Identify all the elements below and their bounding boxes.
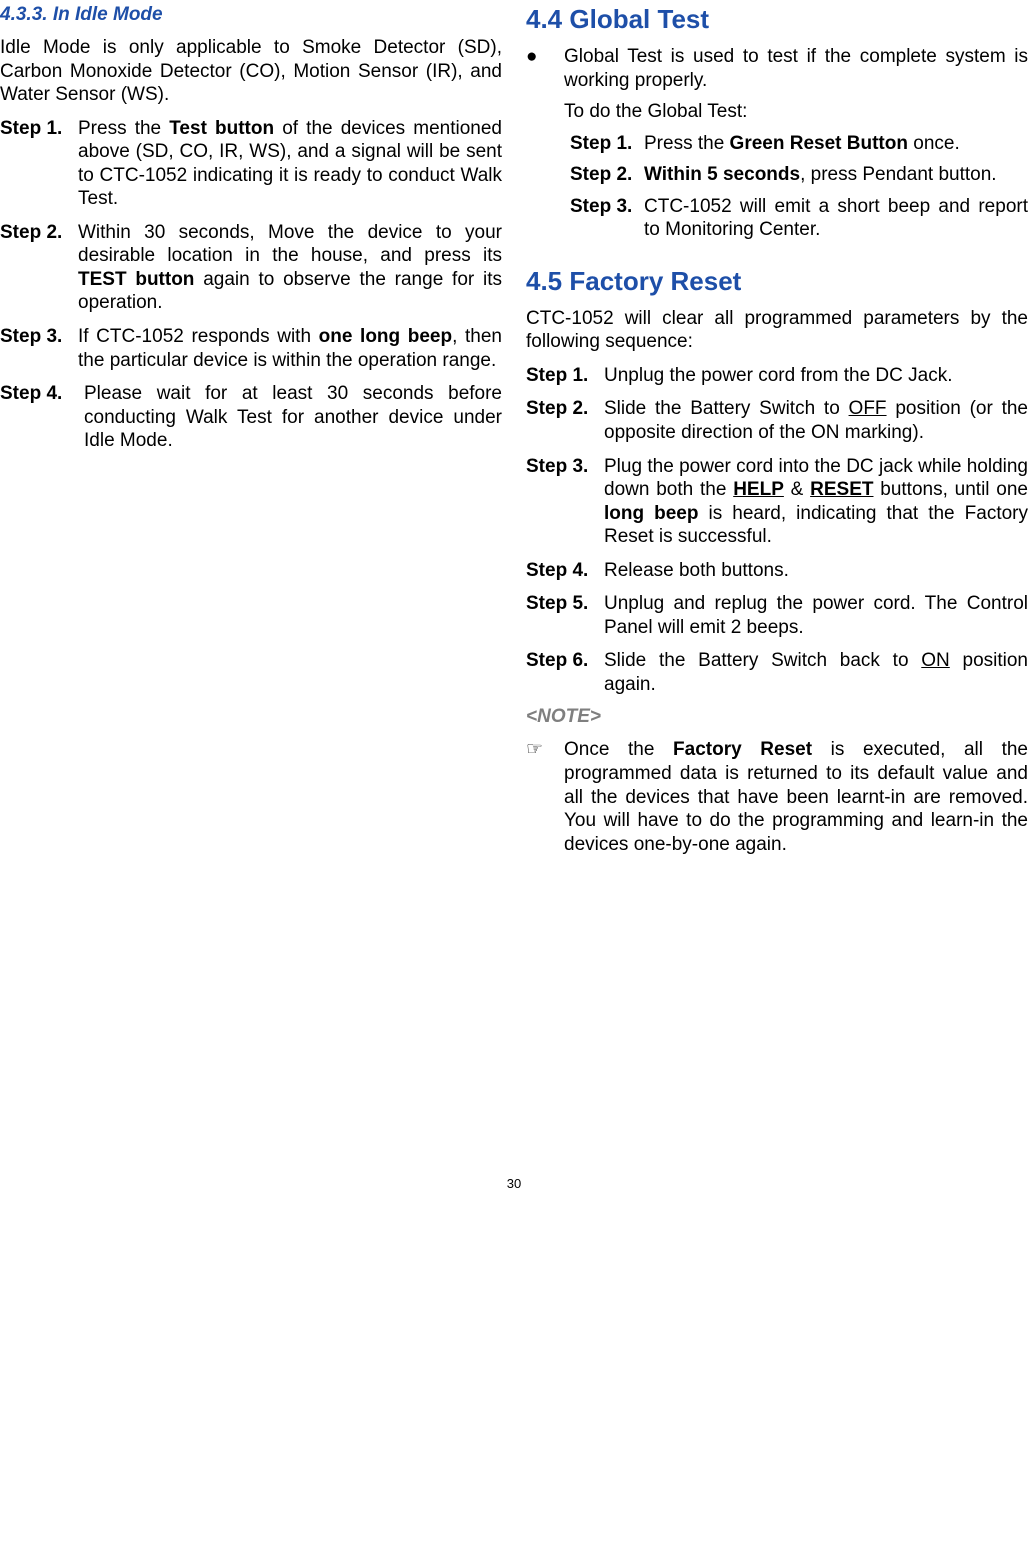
factory-step-6: Step 6. Slide the Battery Switch back to… [526,649,1028,696]
step-body: Slide the Battery Switch back to ON posi… [604,649,1028,696]
global-test-heading: 4.4 Global Test [526,4,1028,35]
step-label: Step 2. [0,221,78,315]
step-body: Release both buttons. [604,559,1028,583]
step-label: Step 4. [0,382,84,453]
idle-step-3: Step 3. If CTC-1052 responds with one lo… [0,325,502,372]
text: Press the [644,133,730,154]
note-item: ☞ Once the Factory Reset is executed, al… [526,738,1028,856]
bold-text: TEST button [78,269,194,290]
step-body: Within 30 seconds, Move the device to yo… [78,221,502,315]
text: Within 30 seconds, Move the device to yo… [78,222,502,267]
step-label: Step 5. [526,592,604,639]
text: once. [908,133,960,154]
step-label: Step 2. [570,163,644,187]
note-body: Once the Factory Reset is executed, all … [564,738,1028,856]
text: If CTC-1052 responds with [78,326,319,347]
step-label: Step 4. [526,559,604,583]
text: , press Pendant button. [800,164,996,185]
global-test-bullet: ● Global Test is used to test if the com… [526,45,1028,250]
factory-step-3: Step 3. Plug the power cord into the DC … [526,455,1028,549]
bold-text: one long beep [319,326,452,347]
global-step-2: Step 2. Within 5 seconds, press Pendant … [570,163,1028,187]
text: Slide the Battery Switch to [604,398,849,419]
bold-text: Within 5 seconds [644,164,800,185]
step-label: Step 6. [526,649,604,696]
text: & [784,479,810,500]
text: buttons, until one [873,479,1028,500]
bold-underline-text: HELP [733,479,784,500]
idle-mode-heading: 4.3.3. In Idle Mode [0,4,502,26]
idle-step-1: Step 1. Press the Test button of the dev… [0,117,502,211]
step-body: Slide the Battery Switch to OFF position… [604,397,1028,444]
step-body: Unplug the power cord from the DC Jack. [604,364,1028,388]
page-body: 4.3.3. In Idle Mode Idle Mode is only ap… [0,4,1028,856]
text: Slide the Battery Switch back to [604,650,921,671]
right-column: 4.4 Global Test ● Global Test is used to… [526,4,1028,856]
step-body: Within 5 seconds, press Pendant button. [644,163,1028,187]
bold-text: long beep [604,503,698,524]
step-body: Unplug and replug the power cord. The Co… [604,592,1028,639]
step-label: Step 3. [526,455,604,549]
idle-step-4: Step 4. Please wait for at least 30 seco… [0,382,502,453]
text: Once the [564,739,673,760]
idle-step-2: Step 2. Within 30 seconds, Move the devi… [0,221,502,315]
step-label: Step 1. [0,117,78,211]
step-label: Step 1. [526,364,604,388]
step-label: Step 2. [526,397,604,444]
step-body: Plug the power cord into the DC jack whi… [604,455,1028,549]
idle-mode-intro: Idle Mode is only applicable to Smoke De… [0,36,502,107]
step-body: If CTC-1052 responds with one long beep,… [78,325,502,372]
bold-underline-text: RESET [810,479,873,500]
factory-step-1: Step 1. Unplug the power cord from the D… [526,364,1028,388]
step-body: Please wait for at least 30 seconds befo… [84,382,502,453]
bold-text: Factory Reset [673,739,812,760]
bold-text: Test button [169,118,274,139]
underline-text: ON [921,650,950,671]
factory-step-5: Step 5. Unplug and replug the power cord… [526,592,1028,639]
bold-text: Green Reset Button [730,133,908,154]
factory-reset-intro: CTC-1052 will clear all programmed param… [526,307,1028,354]
page-number: 30 [0,1176,1028,1191]
step-label: Step 3. [570,195,644,242]
global-intro-1: Global Test is used to test if the compl… [564,45,1028,92]
underline-text: OFF [849,398,887,419]
step-body: Press the Green Reset Button once. [644,132,1028,156]
step-label: Step 3. [0,325,78,372]
factory-step-2: Step 2. Slide the Battery Switch to OFF … [526,397,1028,444]
step-body: CTC-1052 will emit a short beep and repo… [644,195,1028,242]
global-step-1: Step 1. Press the Green Reset Button onc… [570,132,1028,156]
global-step-3: Step 3. CTC-1052 will emit a short beep … [570,195,1028,242]
factory-step-4: Step 4. Release both buttons. [526,559,1028,583]
step-label: Step 1. [570,132,644,156]
factory-reset-heading: 4.5 Factory Reset [526,266,1028,297]
text: Press the [78,118,169,139]
note-heading: <NOTE> [526,706,1028,728]
step-body: Press the Test button of the devices men… [78,117,502,211]
bullet-dot-icon: ● [526,45,564,250]
left-column: 4.3.3. In Idle Mode Idle Mode is only ap… [0,4,502,856]
global-intro-2: To do the Global Test: [564,100,1028,124]
bullet-body: Global Test is used to test if the compl… [564,45,1028,250]
pointing-hand-icon: ☞ [526,738,564,856]
